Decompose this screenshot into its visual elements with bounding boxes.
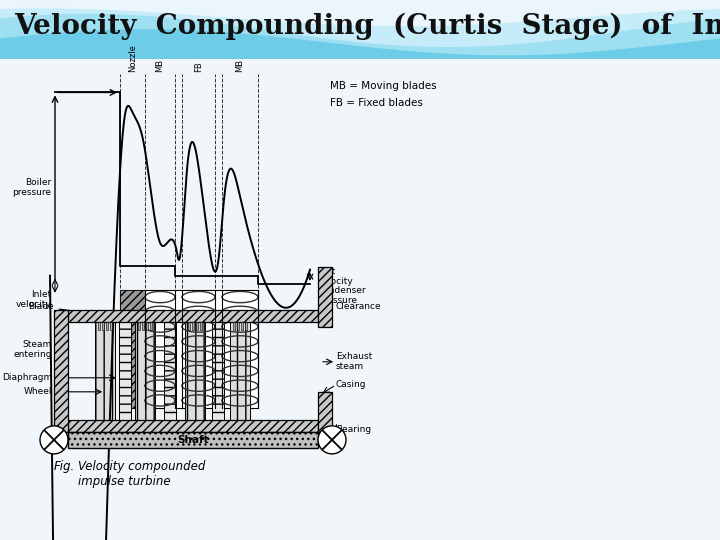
Bar xyxy=(106,322,108,330)
Text: Inlet
velocity: Inlet velocity xyxy=(15,289,51,309)
Bar xyxy=(241,322,243,330)
Bar xyxy=(318,267,332,327)
Text: MB: MB xyxy=(235,59,245,72)
Bar xyxy=(164,322,176,420)
Text: MB: MB xyxy=(156,59,164,72)
Bar xyxy=(230,322,250,420)
Text: Exit
velocity: Exit velocity xyxy=(318,267,354,286)
Text: Wheel: Wheel xyxy=(24,387,52,396)
Bar xyxy=(102,322,104,330)
Text: Fig.: Fig. xyxy=(54,460,76,473)
Text: Velocity compounded
impulse turbine: Velocity compounded impulse turbine xyxy=(78,460,205,488)
Bar xyxy=(146,322,148,330)
Text: Condenser
pressure: Condenser pressure xyxy=(318,286,366,305)
Bar xyxy=(196,322,198,330)
Bar xyxy=(192,322,194,330)
Text: Bearing: Bearing xyxy=(336,426,371,434)
Text: FB = Fixed blades: FB = Fixed blades xyxy=(330,98,423,109)
Bar xyxy=(68,420,318,432)
Bar xyxy=(150,322,152,330)
Text: Steam
entering: Steam entering xyxy=(14,340,52,360)
Text: Exhaust
steam: Exhaust steam xyxy=(336,352,372,372)
Bar xyxy=(142,322,144,330)
Circle shape xyxy=(40,426,68,454)
Bar xyxy=(135,322,155,420)
Text: Casing: Casing xyxy=(336,380,366,389)
Bar xyxy=(110,322,112,330)
Circle shape xyxy=(318,426,346,454)
Bar xyxy=(95,322,115,420)
Bar xyxy=(237,322,239,330)
Bar xyxy=(138,322,140,330)
Text: Blade: Blade xyxy=(28,302,114,318)
Bar xyxy=(120,289,145,408)
Bar xyxy=(233,322,235,330)
Text: FB: FB xyxy=(194,62,203,72)
Bar xyxy=(119,322,131,420)
Text: Boiler
pressure: Boiler pressure xyxy=(12,178,51,197)
Text: Diaphragm: Diaphragm xyxy=(1,373,52,382)
Bar xyxy=(185,322,205,420)
Text: Nozzle: Nozzle xyxy=(128,44,137,72)
Text: MB = Moving blades: MB = Moving blades xyxy=(330,82,436,91)
Bar xyxy=(212,322,224,420)
Text: Clearance: Clearance xyxy=(324,302,382,318)
Text: Shaft: Shaft xyxy=(177,435,209,445)
Bar xyxy=(318,392,332,432)
Bar xyxy=(68,432,318,448)
Bar xyxy=(98,322,100,330)
Bar xyxy=(68,310,318,322)
Bar xyxy=(245,322,247,330)
Text: Velocity  Compounding  (Curtis  Stage)  of  Impulse: Velocity Compounding (Curtis Stage) of I… xyxy=(14,13,720,40)
Bar xyxy=(188,322,190,330)
Bar xyxy=(200,322,202,330)
Bar xyxy=(54,310,68,432)
Bar xyxy=(120,289,258,408)
